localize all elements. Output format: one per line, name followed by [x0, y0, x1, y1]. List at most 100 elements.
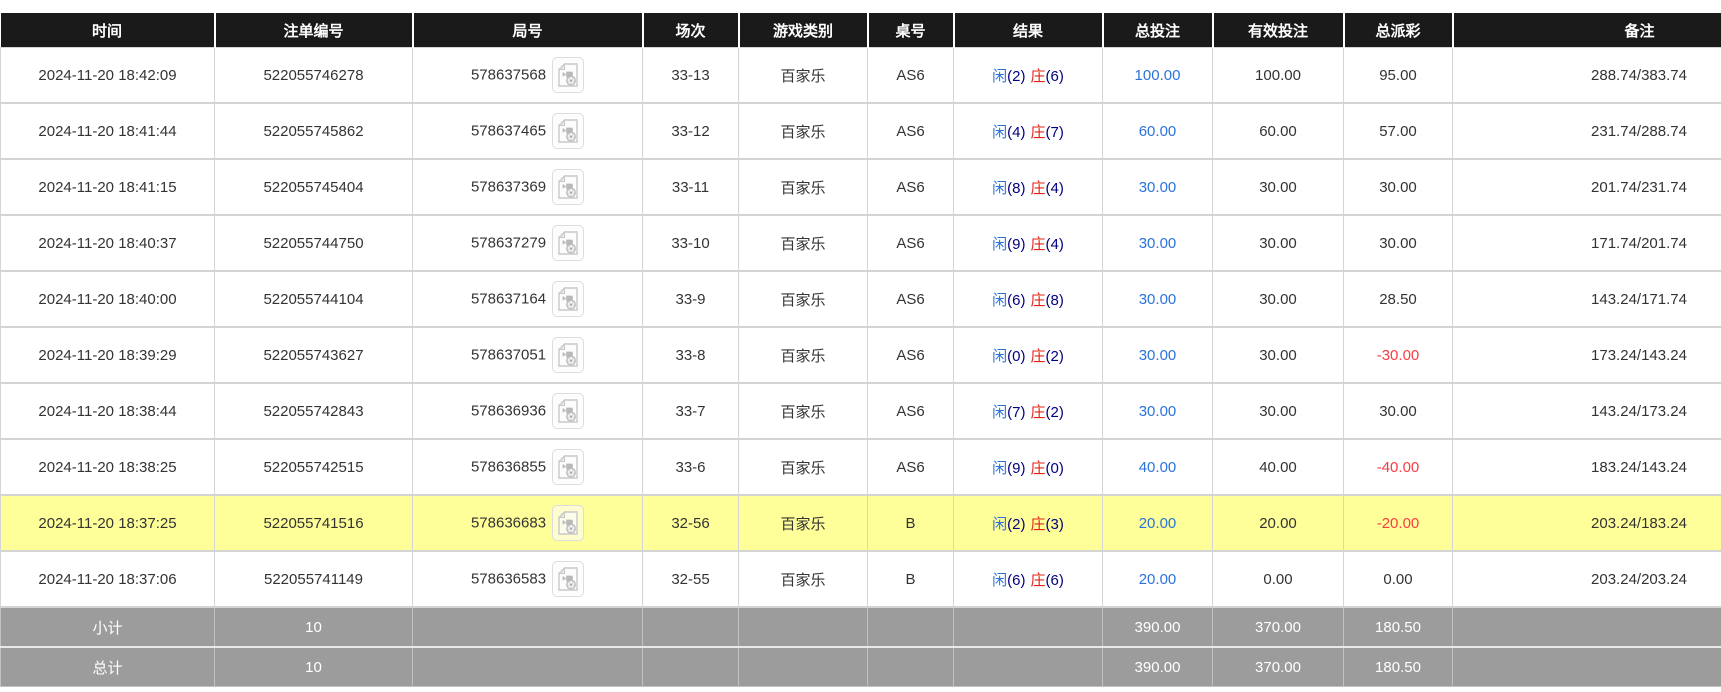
- cell-session: 33-9: [643, 271, 739, 327]
- cell-valid-bet: 30.00: [1213, 271, 1344, 327]
- video-replay-button[interactable]: [552, 57, 584, 93]
- cell-time: 2024-11-20 18:42:09: [1, 48, 215, 104]
- result-player-label: 闲: [992, 68, 1007, 85]
- cell-payout: 30.00: [1344, 159, 1453, 215]
- table-row[interactable]: 2024-11-20 18:37:25 522055741516 5786366…: [1, 495, 1721, 551]
- result-banker-label: 庄: [1031, 516, 1046, 533]
- result-banker-label: 庄: [1031, 124, 1046, 141]
- cell-game-type: 百家乐: [739, 383, 868, 439]
- cell-remark: 143.24/173.24: [1453, 383, 1721, 439]
- cell-time: 2024-11-20 18:39:29: [1, 327, 215, 383]
- cell-time: 2024-11-20 18:40:37: [1, 215, 215, 271]
- table-row[interactable]: 2024-11-20 18:41:44 522055745862 5786374…: [1, 103, 1721, 159]
- round-number: 578637164: [471, 291, 546, 308]
- cell-remark: 171.74/201.74: [1453, 215, 1721, 271]
- cell-time: 2024-11-20 18:40:00: [1, 271, 215, 327]
- bet-records-table: 时间 注单编号 局号 场次 游戏类别 桌号 结果 总投注 有效投注 总派彩 备注…: [0, 13, 1721, 687]
- video-file-icon: [558, 231, 578, 255]
- video-file-icon: [558, 119, 578, 143]
- result-player-points: (6): [1007, 572, 1025, 589]
- video-replay-button[interactable]: [552, 337, 584, 373]
- cell-round: 578637164: [413, 271, 643, 327]
- cell-table-no: AS6: [868, 383, 954, 439]
- video-replay-button[interactable]: [552, 449, 584, 485]
- cell-session: 33-7: [643, 383, 739, 439]
- cell-payout: 57.00: [1344, 103, 1453, 159]
- cell-total-bet: 20.00: [1103, 495, 1213, 551]
- cell-bet-id: 522055745404: [215, 159, 413, 215]
- cell-round: 578636855: [413, 439, 643, 495]
- round-number: 578636936: [471, 403, 546, 420]
- result-player-label: 闲: [992, 124, 1007, 141]
- table-row[interactable]: 2024-11-20 18:38:44 522055742843 5786369…: [1, 383, 1721, 439]
- header-round: 局号: [413, 13, 643, 48]
- cell-game-type: 百家乐: [739, 103, 868, 159]
- cell-payout: 0.00: [1344, 551, 1453, 607]
- result-banker-label: 庄: [1031, 180, 1046, 197]
- round-number: 578637568: [471, 67, 546, 84]
- header-time: 时间: [1, 13, 215, 48]
- cell-valid-bet: 20.00: [1213, 495, 1344, 551]
- cell-round: 578637369: [413, 159, 643, 215]
- total-payout: 180.50: [1344, 647, 1453, 687]
- cell-session: 33-12: [643, 103, 739, 159]
- video-replay-button[interactable]: [552, 225, 584, 261]
- video-replay-button[interactable]: [552, 281, 584, 317]
- result-banker-points: (4): [1046, 180, 1064, 197]
- cell-game-type: 百家乐: [739, 215, 868, 271]
- header-game-type: 游戏类别: [739, 13, 868, 48]
- cell-game-type: 百家乐: [739, 327, 868, 383]
- video-replay-button[interactable]: [552, 505, 584, 541]
- video-replay-button[interactable]: [552, 113, 584, 149]
- table-row[interactable]: 2024-11-20 18:40:37 522055744750 5786372…: [1, 215, 1721, 271]
- total-empty-cell: [413, 647, 643, 687]
- video-replay-button[interactable]: [552, 561, 584, 597]
- cell-time: 2024-11-20 18:41:44: [1, 103, 215, 159]
- result-banker-points: (2): [1046, 404, 1064, 421]
- video-replay-button[interactable]: [552, 393, 584, 429]
- cell-bet-id: 522055741149: [215, 551, 413, 607]
- result-banker-label: 庄: [1031, 572, 1046, 589]
- cell-bet-id: 522055746278: [215, 48, 413, 104]
- table-row[interactable]: 2024-11-20 18:38:25 522055742515 5786368…: [1, 439, 1721, 495]
- cell-total-bet: 30.00: [1103, 383, 1213, 439]
- cell-valid-bet: 30.00: [1213, 215, 1344, 271]
- cell-valid-bet: 0.00: [1213, 551, 1344, 607]
- cell-remark: 201.74/231.74: [1453, 159, 1721, 215]
- cell-time: 2024-11-20 18:37:06: [1, 551, 215, 607]
- result-banker-label: 庄: [1031, 68, 1046, 85]
- cell-payout: 28.50: [1344, 271, 1453, 327]
- table-row[interactable]: 2024-11-20 18:39:29 522055743627 5786370…: [1, 327, 1721, 383]
- cell-valid-bet: 100.00: [1213, 48, 1344, 104]
- cell-result: 闲(7)庄(2): [954, 383, 1103, 439]
- cell-table-no: B: [868, 495, 954, 551]
- result-player-label: 闲: [992, 460, 1007, 477]
- cell-game-type: 百家乐: [739, 439, 868, 495]
- video-replay-button[interactable]: [552, 169, 584, 205]
- round-number: 578637465: [471, 123, 546, 140]
- result-player-points: (9): [1007, 460, 1025, 477]
- table-row[interactable]: 2024-11-20 18:40:00 522055744104 5786371…: [1, 271, 1721, 327]
- cell-remark: 183.24/143.24: [1453, 439, 1721, 495]
- cell-session: 33-11: [643, 159, 739, 215]
- round-number: 578637279: [471, 235, 546, 252]
- result-player-points: (6): [1007, 292, 1025, 309]
- table-row[interactable]: 2024-11-20 18:37:06 522055741149 5786365…: [1, 551, 1721, 607]
- result-player-label: 闲: [992, 180, 1007, 197]
- result-banker-points: (3): [1046, 516, 1064, 533]
- cell-total-bet: 60.00: [1103, 103, 1213, 159]
- result-banker-label: 庄: [1031, 236, 1046, 253]
- table-row[interactable]: 2024-11-20 18:41:15 522055745404 5786373…: [1, 159, 1721, 215]
- result-banker-label: 庄: [1031, 404, 1046, 421]
- cell-payout: 95.00: [1344, 48, 1453, 104]
- table-header: 时间 注单编号 局号 场次 游戏类别 桌号 结果 总投注 有效投注 总派彩 备注: [1, 13, 1721, 48]
- cell-bet-id: 522055744750: [215, 215, 413, 271]
- cell-remark: 288.74/383.74: [1453, 48, 1721, 104]
- cell-round: 578637279: [413, 215, 643, 271]
- header-total-bet: 总投注: [1103, 13, 1213, 48]
- table-row[interactable]: 2024-11-20 18:42:09 522055746278 5786375…: [1, 48, 1721, 104]
- cell-result: 闲(0)庄(2): [954, 327, 1103, 383]
- round-number: 578637369: [471, 179, 546, 196]
- cell-total-bet: 30.00: [1103, 327, 1213, 383]
- cell-result: 闲(6)庄(6): [954, 551, 1103, 607]
